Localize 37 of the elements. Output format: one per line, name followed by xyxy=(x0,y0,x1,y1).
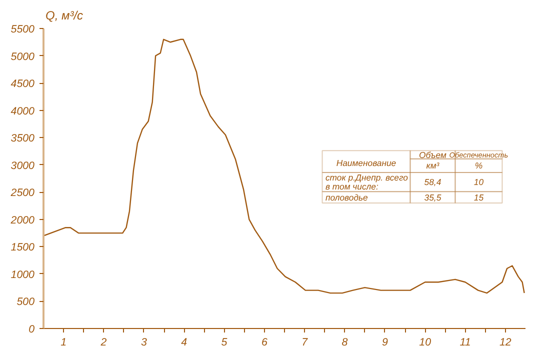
x-tick-label: 12 xyxy=(499,336,512,348)
x-tick-label: 7 xyxy=(302,336,309,348)
x-tick-label: 11 xyxy=(460,336,471,348)
x-tick-label: 2 xyxy=(100,336,107,348)
annotation: в том числе: xyxy=(325,182,379,192)
x-tick-label: 3 xyxy=(140,336,147,348)
y-tick-label: 4000 xyxy=(10,105,35,118)
annotation: Наименование xyxy=(336,158,396,168)
x-tick-label: 6 xyxy=(261,336,268,348)
y-tick-label: 0 xyxy=(28,324,35,336)
y-tick-label: 3500 xyxy=(10,132,35,145)
line-series xyxy=(44,38,525,294)
x-tick-label: 8 xyxy=(342,336,348,348)
annotation: 58,4 xyxy=(424,177,442,188)
x-tick-label: 9 xyxy=(382,336,388,348)
annotation: половодье xyxy=(325,192,368,202)
x-tick-label: 10 xyxy=(419,336,432,348)
annotation: км³ xyxy=(426,160,440,171)
annotation: 10 xyxy=(474,177,484,188)
annotation: Объем xyxy=(419,150,446,160)
y-tick-label: 5000 xyxy=(10,50,35,63)
y-tick-label: 1500 xyxy=(10,242,35,254)
x-tick-label: 4 xyxy=(181,336,188,348)
annotation: сток р.Днепр. всего xyxy=(325,172,408,182)
annotation: 15 xyxy=(474,192,484,202)
y-axis-title: Q, м³/с xyxy=(46,8,84,22)
y-tick-label: 4500 xyxy=(10,78,35,90)
y-tick-label: 3000 xyxy=(10,160,35,172)
x-tick-label: 1 xyxy=(60,336,67,348)
x-tick-label: 5 xyxy=(221,336,228,348)
y-tick-label: 2000 xyxy=(10,214,35,226)
y-tick-label: 1000 xyxy=(10,268,35,281)
annotation: % xyxy=(474,160,483,171)
y-tick-label: 5500 xyxy=(10,24,35,36)
annotation: 35,5 xyxy=(424,192,442,202)
y-tick-label: 2500 xyxy=(10,187,35,200)
y-tick-label: 500 xyxy=(16,296,35,308)
